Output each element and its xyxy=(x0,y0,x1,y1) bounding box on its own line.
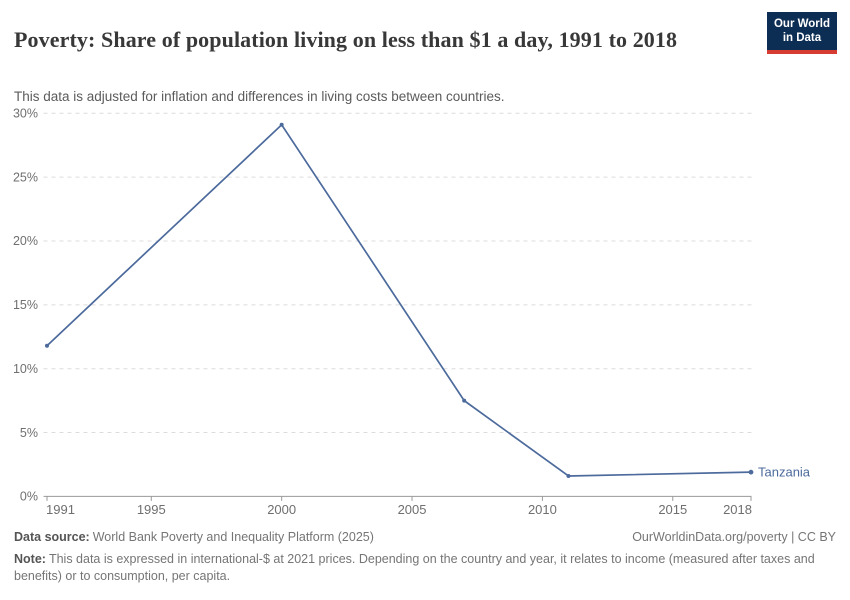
series-line xyxy=(46,123,752,477)
data-source-text: World Bank Poverty and Inequality Platfo… xyxy=(92,530,374,544)
credit-link[interactable]: OurWorldinData.org/poverty | CC BY xyxy=(632,530,836,544)
data-source-label: Data source: xyxy=(14,530,90,544)
footer-note: Note: This data is expressed in internati… xyxy=(14,551,836,586)
x-tick-label: 2015 xyxy=(658,502,687,517)
y-gridlines xyxy=(43,112,752,434)
note-text: This data is expressed in international-… xyxy=(14,551,815,584)
x-tick-label: 2010 xyxy=(528,502,557,517)
y-tick-label: 30% xyxy=(13,107,38,121)
y-tick-label: 15% xyxy=(13,298,38,312)
y-tick-label: 25% xyxy=(13,170,38,184)
x-axis xyxy=(43,495,752,501)
y-tick-label: 0% xyxy=(20,490,38,504)
data-point xyxy=(462,398,467,403)
owid-logo-line2: in Data xyxy=(782,31,822,44)
data-source: Data source: World Bank Poverty and Inequ… xyxy=(14,529,374,547)
owid-logo: Our World in Data xyxy=(766,12,837,54)
y-tick-label: 5% xyxy=(20,426,38,440)
data-point xyxy=(748,469,754,475)
series-points xyxy=(45,122,754,478)
x-tick-label: 2000 xyxy=(267,502,296,517)
data-point xyxy=(45,343,49,348)
chart-footer: Data source: World Bank Poverty and Inequ… xyxy=(14,529,836,586)
note-label: Note: xyxy=(14,551,46,566)
chart-subtitle: This data is adjusted for inflation and … xyxy=(14,88,505,104)
page-title: Poverty: Share of population living on l… xyxy=(14,26,678,52)
x-tick-label: 2018 xyxy=(723,502,752,517)
data-point xyxy=(566,473,571,478)
y-tick-label: 20% xyxy=(13,234,38,248)
series-end-label[interactable]: Tanzania xyxy=(758,464,811,479)
x-tick-label: 1995 xyxy=(137,502,166,517)
owid-logo-line1: Our World xyxy=(773,18,830,30)
x-tick-label: 2005 xyxy=(398,502,427,517)
x-tick-labels: 1991 1995 2000 2005 2010 2015 2018 xyxy=(46,502,752,517)
y-tick-label: 10% xyxy=(13,362,38,376)
y-axis-labels: 0% 5% 10% 15% 20% 25% 30% xyxy=(13,107,38,504)
data-point xyxy=(279,122,284,127)
footer-source-row: Data source: World Bank Poverty and Inequ… xyxy=(14,529,836,547)
x-tick-label: 1991 xyxy=(46,502,75,517)
